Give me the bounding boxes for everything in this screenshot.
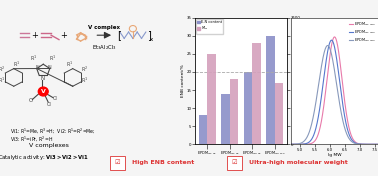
- EPDM$_{Vi2,min}$: [349, 138, 353, 140]
- Text: ]: ]: [147, 30, 151, 40]
- Bar: [208, 54, 216, 144]
- Text: x: x: [150, 37, 153, 42]
- Bar: [221, 94, 230, 144]
- Text: R$^1$: R$^1$: [50, 54, 57, 63]
- Text: Et$_3$Al$_2$Cl$_3$: Et$_3$Al$_2$Cl$_3$: [92, 43, 116, 52]
- EPDM$_{Vi2,min}$: [341, 109, 346, 111]
- Legend: EPDM$_{Vi1,min}$, EPDM$_{Vi2,min}$, EPDM$_{Vi3,min}$: EPDM$_{Vi1,min}$, EPDM$_{Vi2,min}$, EPDM…: [349, 19, 376, 45]
- Text: V complexes: V complexes: [29, 143, 69, 148]
- FancyBboxPatch shape: [227, 156, 242, 170]
- Bar: [274, 83, 283, 144]
- Text: V: V: [41, 89, 46, 94]
- EPDM$_{Vi1,min}$: [332, 36, 337, 38]
- EPDM$_{Vi3,min}$: [283, 143, 287, 145]
- Bar: [230, 79, 238, 144]
- Text: R$^2$: R$^2$: [0, 65, 5, 74]
- Text: R$^1$: R$^1$: [13, 59, 20, 69]
- Bar: [199, 115, 208, 144]
- Y-axis label: ENB content/%: ENB content/%: [181, 65, 185, 97]
- EPDM$_{Vi1,min}$: [328, 55, 332, 57]
- Text: R$^1$: R$^1$: [30, 54, 37, 63]
- Text: N: N: [47, 65, 51, 70]
- EPDM$_{Vi2,min}$: [283, 143, 287, 145]
- EPDM$_{Vi1,min}$: [308, 143, 313, 145]
- Text: R$^1$: R$^1$: [81, 76, 88, 85]
- Bar: [266, 36, 274, 144]
- EPDM$_{Vi2,min}$: [300, 143, 305, 145]
- Y-axis label: $\overline{M}_w$/kg mol$^{-1}$: $\overline{M}_w$/kg mol$^{-1}$: [302, 67, 311, 95]
- EPDM$_{Vi1,min}$: [349, 134, 353, 137]
- FancyBboxPatch shape: [110, 156, 125, 170]
- Text: N: N: [40, 76, 44, 81]
- EPDM$_{Vi3,min}$: [308, 127, 313, 129]
- Text: Cl: Cl: [46, 102, 51, 107]
- Text: [: [: [117, 30, 121, 40]
- Text: N: N: [36, 65, 39, 70]
- Circle shape: [38, 87, 48, 96]
- Bar: [252, 43, 261, 144]
- EPDM$_{Vi3,min}$: [328, 48, 332, 50]
- Text: R$^2$: R$^2$: [81, 65, 88, 74]
- Text: Ultra-high molecular weight: Ultra-high molecular weight: [249, 160, 348, 165]
- EPDM$_{Vi1,min}$: [341, 91, 346, 93]
- EPDM$_{Vi2,min}$: [308, 140, 313, 142]
- Text: V complex: V complex: [88, 25, 120, 30]
- Line: EPDM$_{Vi3,min}$: EPDM$_{Vi3,min}$: [285, 46, 378, 144]
- Line: EPDM$_{Vi1,min}$: EPDM$_{Vi1,min}$: [285, 37, 378, 144]
- EPDM$_{Vi2,min}$: [329, 39, 334, 41]
- Text: Vi1: R$^1$=Me, R$^3$=H;  Vi2: R$^1$=R$^2$=Me;: Vi1: R$^1$=Me, R$^3$=H; Vi2: R$^1$=R$^2$…: [10, 127, 96, 136]
- Legend: E-N content, $M_w$: E-N content, $M_w$: [197, 19, 223, 34]
- EPDM$_{Vi2,min}$: [328, 41, 332, 43]
- Text: Catalytic activity: $\mathbf{Vi3>Vi2>Vi1}$: Catalytic activity: $\mathbf{Vi3>Vi2>Vi1…: [0, 153, 88, 162]
- Text: O: O: [28, 98, 33, 103]
- Text: ☑: ☑: [115, 160, 120, 165]
- Text: +: +: [60, 31, 67, 40]
- Text: ☑: ☑: [232, 160, 237, 165]
- Text: R$^1$: R$^1$: [0, 76, 5, 85]
- Text: Cl: Cl: [53, 96, 58, 101]
- EPDM$_{Vi3,min}$: [325, 45, 330, 47]
- X-axis label: lg MW: lg MW: [328, 153, 341, 157]
- EPDM$_{Vi1,min}$: [283, 143, 287, 145]
- EPDM$_{Vi3,min}$: [358, 143, 362, 145]
- Text: R$^1$: R$^1$: [66, 59, 73, 69]
- Text: High ENB content: High ENB content: [132, 160, 195, 165]
- EPDM$_{Vi2,min}$: [358, 143, 362, 145]
- EPDM$_{Vi3,min}$: [341, 122, 346, 125]
- Bar: [244, 72, 252, 144]
- EPDM$_{Vi3,min}$: [349, 140, 353, 142]
- EPDM$_{Vi1,min}$: [300, 143, 305, 145]
- Text: Vi3: R$^1$=iPr, R$^2$=H: Vi3: R$^1$=iPr, R$^2$=H: [10, 135, 53, 143]
- EPDM$_{Vi1,min}$: [358, 143, 362, 145]
- Line: EPDM$_{Vi2,min}$: EPDM$_{Vi2,min}$: [285, 40, 378, 144]
- Text: +: +: [31, 31, 38, 40]
- EPDM$_{Vi3,min}$: [300, 141, 305, 143]
